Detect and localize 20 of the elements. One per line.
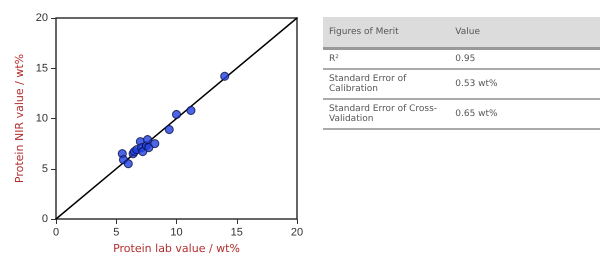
text: 0.65 wt% xyxy=(449,99,600,129)
text: 0.95 xyxy=(449,48,600,69)
x-tick-label: 0 xyxy=(52,226,60,238)
x-tick-label: 5 xyxy=(113,226,120,238)
y-tick-label: 20 xyxy=(36,12,48,24)
text: R² xyxy=(323,48,450,69)
text: Standard Error of Calibration xyxy=(323,69,450,99)
y-axis-title: Protein NIR value / wt% xyxy=(12,54,26,184)
y-tick-label: 5 xyxy=(42,162,48,175)
x-tick-label: 15 xyxy=(230,226,243,238)
y-tick-label: 15 xyxy=(36,62,48,74)
text: Standard Error of Cross-Validation xyxy=(323,99,450,129)
text: 0.53 wt% xyxy=(449,69,600,99)
y-tick-label: 0 xyxy=(42,213,48,225)
x-axis-title: Protein lab value / wt% xyxy=(113,242,240,255)
text: Figures of Merit xyxy=(323,17,450,48)
x-tick-label: 10 xyxy=(170,226,183,238)
x-tick-label: 20 xyxy=(290,226,304,238)
y-tick-label: 10 xyxy=(36,112,48,124)
text: Value xyxy=(449,17,600,48)
